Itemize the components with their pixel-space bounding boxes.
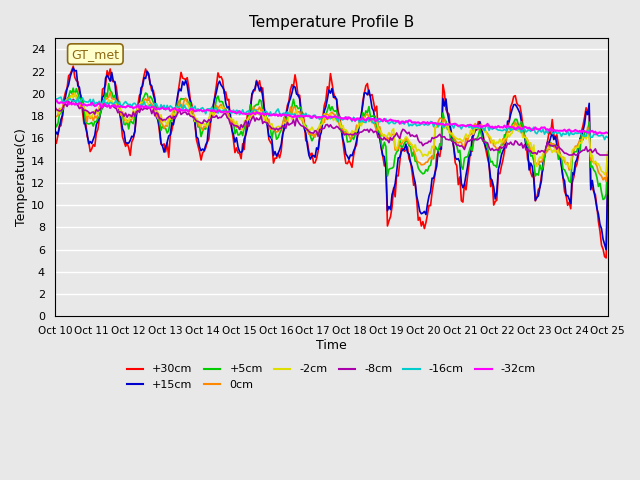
Legend: +30cm, +15cm, +5cm, 0cm, -2cm, -8cm, -16cm, -32cm: +30cm, +15cm, +5cm, 0cm, -2cm, -8cm, -16… xyxy=(122,360,540,395)
+5cm xyxy=(105,81,113,86)
+30cm xyxy=(217,74,225,80)
0cm xyxy=(217,101,225,107)
-32cm xyxy=(52,97,60,103)
Line: -2cm: -2cm xyxy=(55,93,608,174)
+30cm xyxy=(604,184,612,190)
+30cm xyxy=(51,139,59,144)
-32cm xyxy=(294,113,302,119)
-2cm xyxy=(120,110,128,116)
-16cm xyxy=(120,100,128,106)
-8cm xyxy=(604,152,612,158)
0cm xyxy=(602,179,610,184)
-32cm xyxy=(236,108,243,114)
-8cm xyxy=(245,123,253,129)
-2cm xyxy=(51,108,59,114)
-2cm xyxy=(601,171,609,177)
-2cm xyxy=(245,115,253,120)
Title: Temperature Profile B: Temperature Profile B xyxy=(248,15,414,30)
Line: 0cm: 0cm xyxy=(55,92,608,181)
+5cm xyxy=(236,132,243,138)
-32cm xyxy=(593,131,601,137)
-16cm xyxy=(245,108,253,114)
+15cm xyxy=(51,134,59,140)
0cm xyxy=(575,141,582,146)
-16cm xyxy=(236,112,243,118)
-16cm xyxy=(604,134,612,140)
+15cm xyxy=(217,82,225,88)
Line: -32cm: -32cm xyxy=(55,100,608,134)
+5cm xyxy=(120,121,128,127)
-16cm xyxy=(217,108,225,114)
-2cm xyxy=(217,104,225,110)
+15cm xyxy=(236,149,243,155)
+5cm xyxy=(245,113,253,119)
-16cm xyxy=(51,98,59,104)
+5cm xyxy=(217,98,225,104)
Line: -8cm: -8cm xyxy=(55,99,608,155)
+15cm xyxy=(602,247,610,252)
-8cm xyxy=(69,96,77,102)
-8cm xyxy=(565,152,573,158)
+30cm xyxy=(245,117,253,122)
0cm xyxy=(245,116,253,122)
-2cm xyxy=(294,113,302,119)
-16cm xyxy=(575,130,582,136)
+5cm xyxy=(604,155,612,161)
+15cm xyxy=(69,65,77,71)
+30cm xyxy=(120,139,128,144)
+5cm xyxy=(575,141,582,147)
-16cm xyxy=(601,137,609,143)
Line: +15cm: +15cm xyxy=(55,68,608,250)
-32cm xyxy=(245,111,253,117)
-2cm xyxy=(575,144,582,150)
-16cm xyxy=(294,114,302,120)
+30cm xyxy=(69,63,77,69)
-8cm xyxy=(51,103,59,109)
-2cm xyxy=(71,90,79,96)
+5cm xyxy=(51,118,59,123)
Line: -16cm: -16cm xyxy=(55,97,608,140)
-8cm xyxy=(236,127,243,132)
-32cm xyxy=(51,100,59,106)
0cm xyxy=(51,114,59,120)
+15cm xyxy=(120,129,128,135)
+5cm xyxy=(294,106,302,111)
-8cm xyxy=(576,150,584,156)
0cm xyxy=(120,118,128,123)
Line: +5cm: +5cm xyxy=(55,84,608,200)
+30cm xyxy=(602,255,610,261)
-8cm xyxy=(120,113,128,119)
-32cm xyxy=(217,109,225,115)
+30cm xyxy=(575,153,582,159)
-32cm xyxy=(120,104,128,110)
+5cm xyxy=(599,197,607,203)
Line: +30cm: +30cm xyxy=(55,66,608,258)
Y-axis label: Temperature(C): Temperature(C) xyxy=(15,128,28,226)
-16cm xyxy=(57,94,65,100)
-32cm xyxy=(575,129,582,134)
-8cm xyxy=(294,119,302,124)
+15cm xyxy=(575,150,582,156)
-8cm xyxy=(217,115,225,120)
+15cm xyxy=(245,115,253,120)
-2cm xyxy=(604,149,612,155)
0cm xyxy=(604,151,612,156)
+30cm xyxy=(294,93,302,99)
Text: GT_met: GT_met xyxy=(71,48,119,60)
-2cm xyxy=(236,123,243,129)
-32cm xyxy=(604,130,612,136)
0cm xyxy=(236,126,243,132)
0cm xyxy=(106,89,114,95)
X-axis label: Time: Time xyxy=(316,339,347,352)
+30cm xyxy=(236,150,243,156)
+15cm xyxy=(294,92,302,98)
0cm xyxy=(294,109,302,115)
+15cm xyxy=(604,175,612,180)
